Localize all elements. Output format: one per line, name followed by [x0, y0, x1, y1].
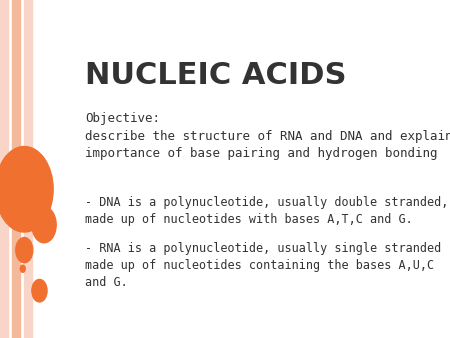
Ellipse shape	[20, 265, 25, 272]
Text: - RNA is a polynucleotide, usually single stranded
made up of nucleotides contai: - RNA is a polynucleotide, usually singl…	[85, 242, 441, 289]
Ellipse shape	[32, 280, 47, 302]
Ellipse shape	[0, 147, 53, 232]
Bar	[0, 0, 8, 338]
Ellipse shape	[16, 238, 33, 263]
Bar	[24, 0, 32, 338]
Text: - DNA is a polynucleotide, usually double stranded,
made up of nucleotides with : - DNA is a polynucleotide, usually doubl…	[85, 196, 448, 226]
Text: NUCLEIC ACIDS: NUCLEIC ACIDS	[85, 61, 346, 90]
Text: Objective:: Objective:	[85, 112, 160, 124]
Text: describe the structure of RNA and DNA and explain the
importance of base pairing: describe the structure of RNA and DNA an…	[85, 130, 450, 160]
Ellipse shape	[32, 207, 56, 243]
Bar	[12, 0, 20, 338]
